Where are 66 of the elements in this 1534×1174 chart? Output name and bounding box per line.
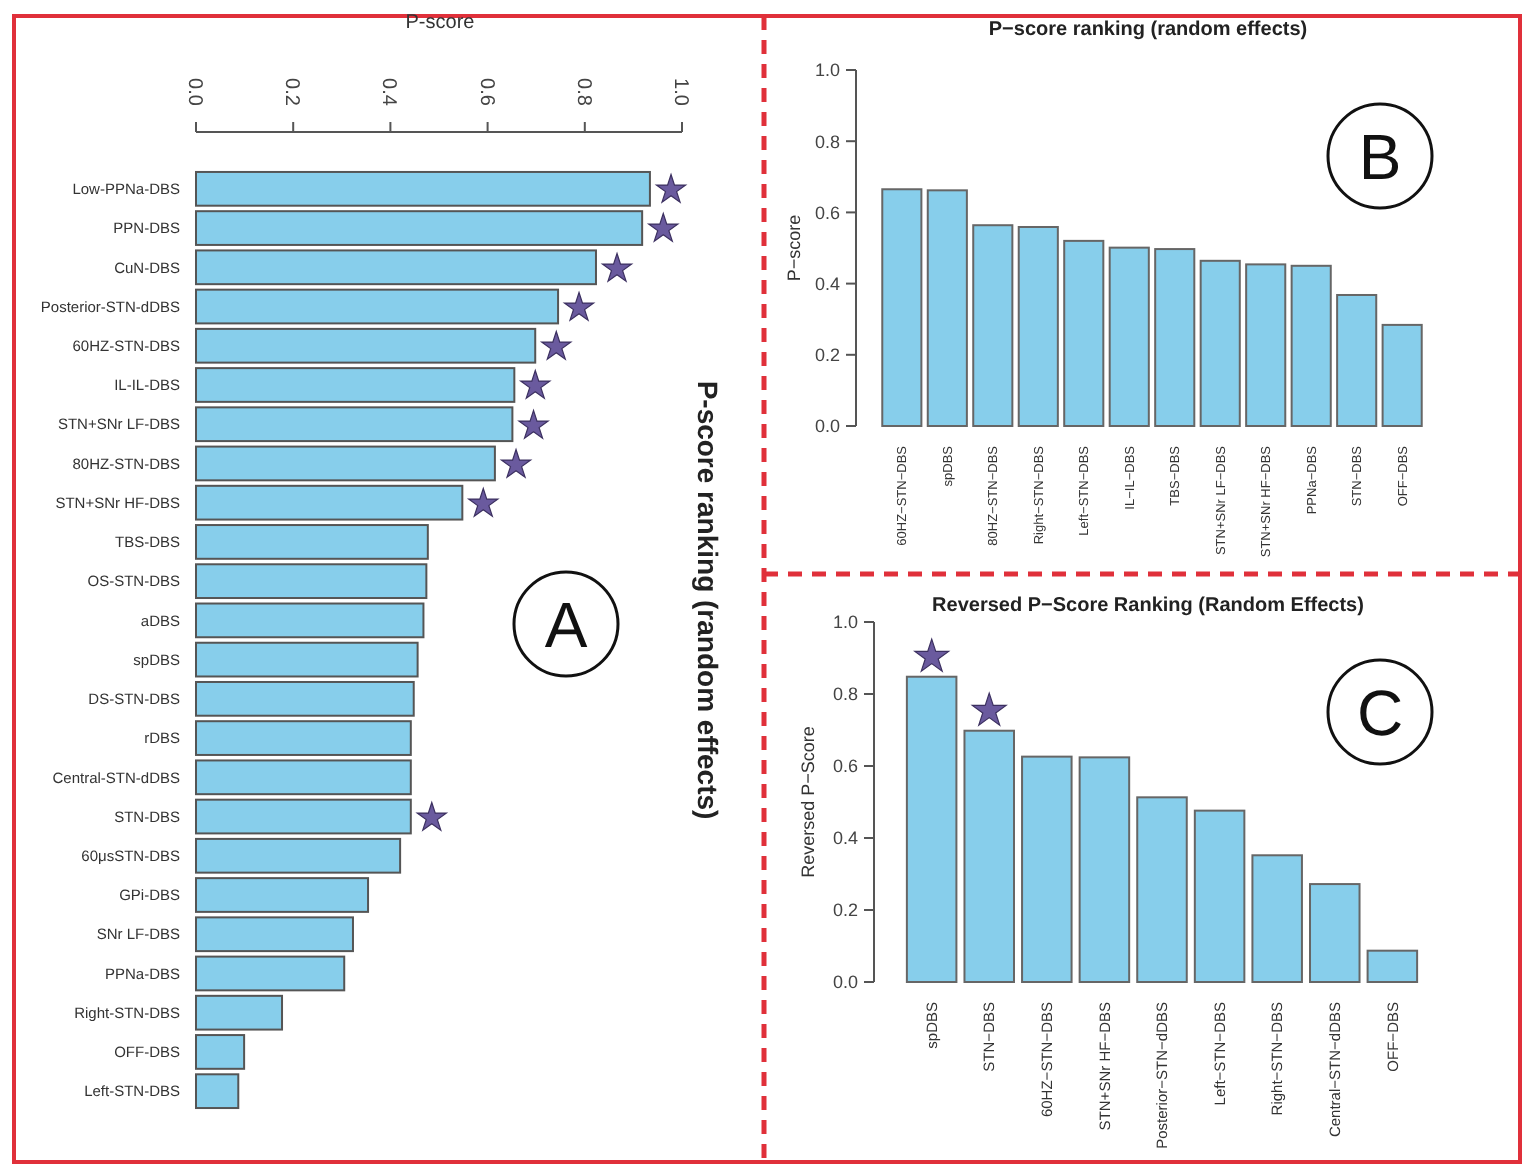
annotation: ★: [969, 686, 1009, 737]
bar: [195, 955, 346, 992]
x-axis-title: P-score: [405, 12, 476, 34]
y-tick-label: 1.0: [832, 612, 858, 633]
y-tick-label: 0.6: [814, 202, 840, 223]
annotation: ★: [539, 325, 574, 370]
bar: [905, 675, 958, 983]
bar: [972, 224, 1014, 427]
bar: [195, 641, 419, 678]
y-tick-label: 0.2: [832, 900, 858, 921]
y-tick-label: 0.0: [814, 416, 840, 437]
x-tick-label: 0.4: [377, 78, 400, 107]
y-tick-label: 0.4: [814, 273, 840, 294]
y-tick-label: 1.0: [814, 60, 840, 81]
bar: [195, 602, 425, 639]
annotation: ★: [599, 246, 635, 291]
bar: [1193, 809, 1246, 983]
annotation: ★: [646, 207, 681, 252]
bar: [1251, 854, 1303, 983]
bar: [1017, 226, 1059, 427]
x-tick-label: 0.8: [571, 78, 594, 107]
chart-title: Reversed P−Score Ranking (Random Effects): [932, 595, 1364, 617]
annotation: ★: [498, 442, 533, 487]
annotation: A: [544, 589, 589, 662]
y-axis-title: P−score: [784, 214, 804, 282]
bar: [1063, 239, 1105, 427]
annotation: ★: [562, 285, 597, 330]
bar: [1078, 756, 1131, 983]
text: P-score ranking (random effects): [692, 380, 725, 820]
x-tick-label: 1.0: [669, 78, 691, 107]
annotation: ★: [516, 403, 551, 448]
annotation: B: [1358, 121, 1402, 194]
bar: [926, 189, 968, 427]
bar: [1199, 259, 1241, 427]
y-tick-label: 0.4: [832, 828, 858, 849]
x-tick-label: 0.2: [280, 78, 303, 107]
bar: [1154, 248, 1196, 427]
bar: [963, 729, 1015, 983]
bar: [881, 188, 923, 427]
y-tick-label: 0.6: [832, 756, 858, 777]
bar: [195, 445, 496, 482]
bar: [1381, 323, 1423, 427]
annotation: ★: [653, 168, 689, 213]
y-tick-label: 0.2: [814, 345, 840, 366]
bar: [195, 288, 560, 325]
y-tick-label: 0.0: [832, 972, 858, 993]
y-axis-title: Reversed P−Score: [798, 726, 818, 878]
bar: [1245, 263, 1287, 427]
bar: [195, 798, 412, 835]
annotation: ★: [414, 795, 449, 840]
y-tick-label: 0.8: [832, 684, 858, 705]
x-tick-label: 0.6: [474, 78, 497, 107]
bar: [1336, 293, 1378, 427]
bar: [1021, 755, 1073, 983]
bar: [1366, 949, 1419, 983]
annotation: ★: [911, 632, 952, 683]
y-tick-label: 0.8: [814, 131, 840, 152]
x-tick-label: 0.0: [183, 78, 205, 107]
annotation: C: [1356, 677, 1404, 750]
bar: [1290, 264, 1332, 427]
annotation: ★: [518, 364, 553, 409]
bar: [1108, 246, 1150, 427]
bar: [1136, 796, 1188, 983]
annotation: ★: [466, 481, 501, 526]
bar: [1309, 883, 1361, 983]
chart-title: P−score ranking (random effects): [988, 19, 1308, 41]
